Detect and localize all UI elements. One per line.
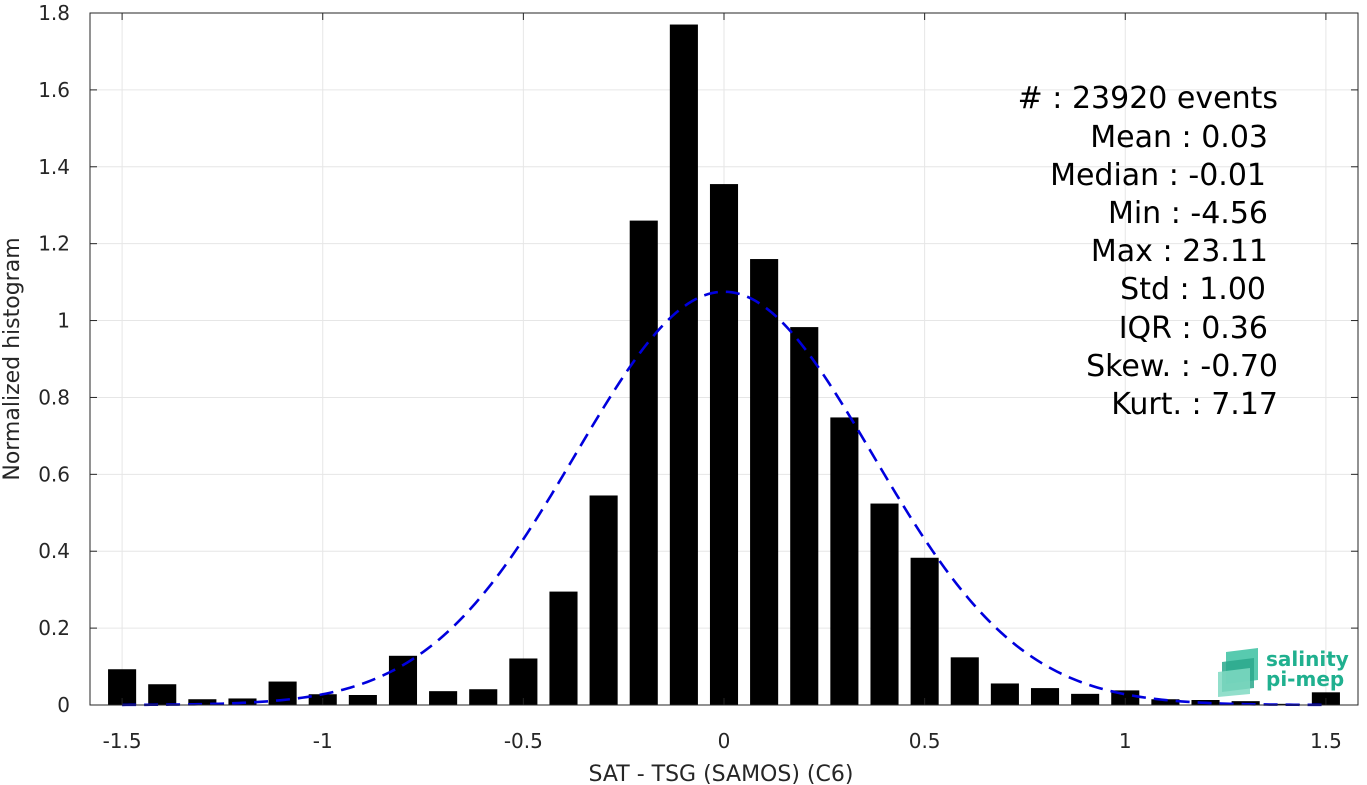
histogram-bar xyxy=(669,24,698,706)
y-tick-label: 1 xyxy=(57,309,70,333)
stat-mean: Mean : 0.03 xyxy=(1090,120,1268,155)
histogram-bar xyxy=(629,220,658,705)
x-tick-labels: -1.5 -1 -0.5 0 0.5 1 1.5 xyxy=(103,729,1342,753)
wave-logo-icon xyxy=(1218,648,1258,697)
axes-frame xyxy=(89,12,1359,706)
x-tick-label: -0.5 xyxy=(504,729,543,753)
y-tick-labels: 0 0.2 0.4 0.6 0.8 1 1.2 1.4 1.6 1.8 xyxy=(38,1,70,717)
y-tick-label: 0.8 xyxy=(38,385,70,409)
histogram-bar xyxy=(148,684,177,705)
logo-line2: pi-mep xyxy=(1266,667,1344,691)
histogram-bar xyxy=(830,417,859,705)
histogram-bar xyxy=(348,695,377,705)
histogram-bar xyxy=(429,691,458,705)
histogram-bar xyxy=(1030,688,1060,705)
y-tick-label: 1.8 xyxy=(38,1,70,25)
histogram-bar xyxy=(188,699,217,705)
x-tick-label: -1.5 xyxy=(103,729,142,753)
y-tick-label: 0 xyxy=(57,693,70,717)
histogram-bar xyxy=(469,689,498,705)
histogram-bar xyxy=(950,657,979,705)
x-tick-label: -1 xyxy=(313,729,333,753)
stat-median: Median : -0.01 xyxy=(1050,158,1266,193)
histogram-bar xyxy=(790,327,819,705)
histogram-bars xyxy=(108,24,1340,706)
histogram-bar xyxy=(910,557,939,705)
x-tick-label: 1.5 xyxy=(1310,729,1342,753)
histogram-bar xyxy=(750,259,779,705)
stat-max: Max : 23.11 xyxy=(1091,234,1268,269)
stat-std: Std : 1.00 xyxy=(1120,272,1266,307)
gaussian-fit-curve xyxy=(122,290,1326,707)
logo-line1: salinity xyxy=(1266,647,1349,671)
histogram-bar xyxy=(268,681,297,705)
y-tick-label: 1.6 xyxy=(38,78,70,102)
x-tick-label: 0 xyxy=(718,729,731,753)
histogram-bar xyxy=(549,591,578,705)
histogram-bar xyxy=(509,658,538,705)
x-axis-label: SAT - TSG (SAMOS) (C6) xyxy=(589,762,854,785)
salinity-pi-mep-logo: salinity pi-mep xyxy=(1218,647,1349,697)
histogram-bar xyxy=(1151,699,1180,705)
stat-kurt: Kurt. : 7.17 xyxy=(1111,387,1278,422)
y-tick-label: 1.2 xyxy=(38,232,70,256)
x-tick-label: 1 xyxy=(1119,729,1132,753)
histogram-bar xyxy=(589,495,618,705)
y-tick-label: 0.6 xyxy=(38,462,70,486)
histogram-bar xyxy=(990,683,1019,705)
stat-count: # : 23920 events xyxy=(1018,81,1278,116)
y-axis-label: Normalized histogram xyxy=(0,237,25,480)
x-tick-label: 0.5 xyxy=(909,729,941,753)
stat-skew: Skew. : -0.70 xyxy=(1086,349,1278,384)
stat-iqr: IQR : 0.36 xyxy=(1119,311,1268,346)
y-tick-label: 0.2 xyxy=(38,616,70,640)
statistics-box: # : 23920 events Mean : 0.03 Median : -0… xyxy=(1018,81,1278,422)
histogram-bar xyxy=(388,655,418,705)
histogram-bar xyxy=(709,184,739,706)
histogram-bar xyxy=(870,503,899,705)
y-tick-label: 1.4 xyxy=(38,155,70,179)
y-tick-label: 0.4 xyxy=(38,539,70,563)
stat-min: Min : -4.56 xyxy=(1108,196,1268,231)
histogram-bar xyxy=(1071,693,1100,705)
